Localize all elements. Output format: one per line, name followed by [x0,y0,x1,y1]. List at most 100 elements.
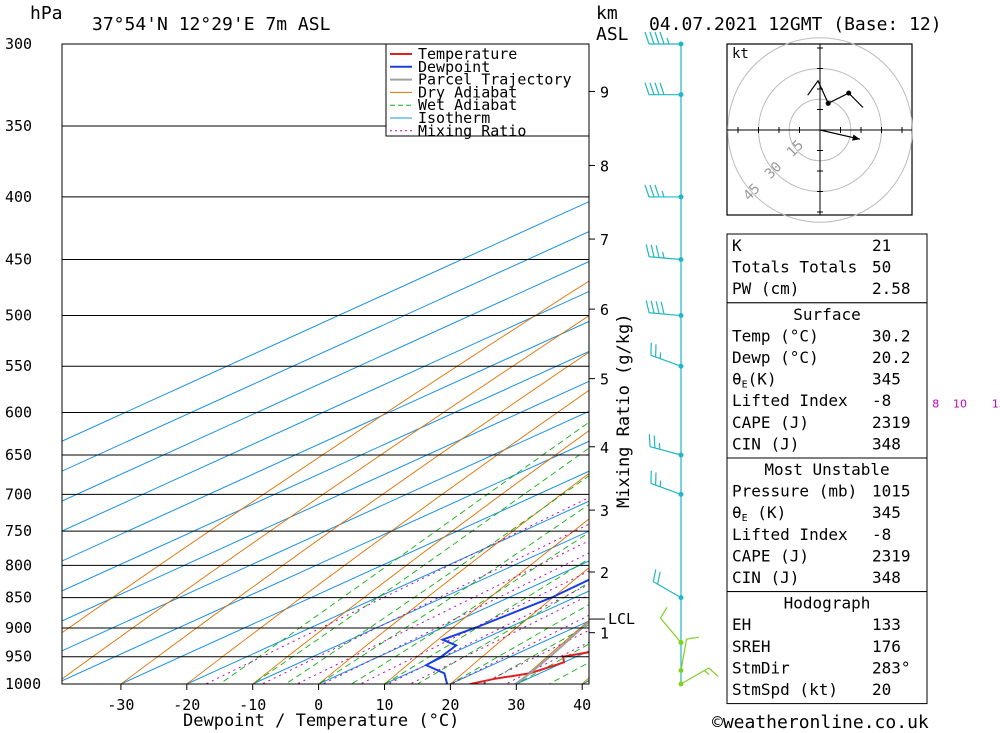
surface-row-value: 30.2 [872,326,911,345]
isotherm-line [62,231,589,472]
storm-motion-arrowhead [852,134,860,141]
isotherm-line [62,260,589,502]
background-lines [62,7,1000,710]
pressure-unit-label: hPa [30,3,63,24]
wind-barb-flag [659,606,668,619]
wind-barb [680,667,719,685]
unstable-row-label: θE (K) [732,503,786,524]
wind-barb-flag [650,244,655,258]
hodograph-point [846,90,852,96]
series-line-temperature [468,651,589,684]
pressure-tick-label: 650 [5,446,32,464]
unstable-block [726,457,928,593]
x-axis-label: Dewpoint / Temperature (°C) [183,711,459,731]
wind-barb-flag [708,667,719,677]
indices-table: K 21 Totals Totals 50 PW (cm) 2.58 Surface Temp… [726,233,928,705]
unstable-row-value: 345 [872,503,901,522]
pressure-tick-label: 300 [5,35,32,53]
isotherm-line [62,380,589,622]
isotherm-line [119,470,589,684]
surface-row-label: θE(K) [732,370,777,391]
wind-barb-shaft [649,312,682,317]
wind-barb-flag [649,82,655,95]
dry-adiabat-line [120,351,589,684]
mixing-ratio-tick-label: 8 [932,397,939,410]
wind-barb-flag [644,184,650,198]
pressure-tick-label: 900 [5,619,32,637]
pressure-tick-label: 700 [5,485,32,503]
hodo-row-value: 176 [872,637,901,656]
unstable-row-value: 1015 [872,482,911,501]
wind-barb [652,569,682,599]
isotherm-line [251,530,589,684]
legend-label: Dry Adiabat [418,83,517,101]
surface-row-value: -8 [872,391,891,410]
wind-barb-half [661,190,665,198]
hodograph-unit-label: kt [732,46,749,62]
wind-barb-flag [645,244,650,257]
wind-barb-flag [644,31,650,45]
legend-label: Temperature [418,45,517,63]
wind-barb-shaft [659,617,682,643]
mixing-ratio-label: Mixing Ratio (g/kg) [614,314,634,508]
wind-barb-flag [654,82,660,95]
general-row-value: 2.58 [872,279,911,298]
unstable-title: Most Unstable [764,460,889,479]
unstable-row-label: Pressure (mb) [732,482,857,501]
isotherm-line [62,350,589,592]
unstable-row-value: 2319 [872,546,911,565]
pressure-tick-label: 500 [5,307,32,325]
surface-row-label: Lifted Index [732,391,848,410]
unstable-row-value: 348 [872,568,901,587]
legend-label: Dewpoint [418,58,490,76]
legend-label: Mixing Ratio [418,122,526,140]
pressure-tick-label: 800 [5,556,32,574]
wind-barb [645,300,682,317]
mixing-ratio-line [321,552,589,684]
pressure-tick-label: 850 [5,589,32,607]
surface-row-value: 20.2 [872,348,911,367]
isotherm-line [62,320,589,562]
legend-label: Parcel Trajectory [418,71,572,89]
hodo-row-label: StmDir [732,658,790,677]
pressure-tick-label: 400 [5,188,32,206]
general-block [726,233,928,304]
isotherm-line [62,290,589,532]
dry-adiabat-line [515,619,589,684]
pressure-tick-label: 950 [5,648,32,666]
isotherm-line [62,440,589,682]
wind-barb-shaft [680,667,710,685]
hodo-row-label: EH [732,615,751,634]
dry-adiabat-line [251,430,589,684]
axes: 1234681015202530035040045050055060065070… [5,35,1000,714]
wet-adiabat-line [383,558,589,684]
wind-barb-flag [654,184,660,198]
wind-barb [650,342,682,367]
dry-adiabat-line [955,7,1000,710]
surface-row-label: Dewp (°C) [732,348,819,367]
wind-barb [644,31,681,45]
wind-barb-flag [652,569,657,582]
copyright-text: ©weatheronline.co.uk [712,712,929,733]
hodo-row-label: SREH [732,637,771,656]
theta-symbol: θ [732,370,742,389]
wind-barb-flag [655,245,660,258]
dry-adiabat-line [62,280,589,634]
x-tick-label: 30 [507,696,525,714]
wind-barb [644,184,681,198]
wind-barb [648,434,682,456]
wind-barb-flag [644,82,650,95]
datetime-title: 04.07.2021 12GMT (Base: 12) [649,14,942,35]
legend-label: Isotherm [418,109,490,127]
unstable-row-label: Lifted Index [732,525,848,544]
wind-barb-flag [660,301,665,315]
isotherm-line [62,201,589,442]
isotherm-line [62,410,589,652]
km-unit-label: km [596,3,618,24]
isotherm-line [383,590,589,684]
wind-barb-shaft [649,256,682,261]
wet-adiabat-line [350,531,589,684]
pressure-tick-label: 1000 [5,675,41,693]
theta-unit: (K) [748,503,787,522]
mixing-ratio-line [295,540,589,684]
